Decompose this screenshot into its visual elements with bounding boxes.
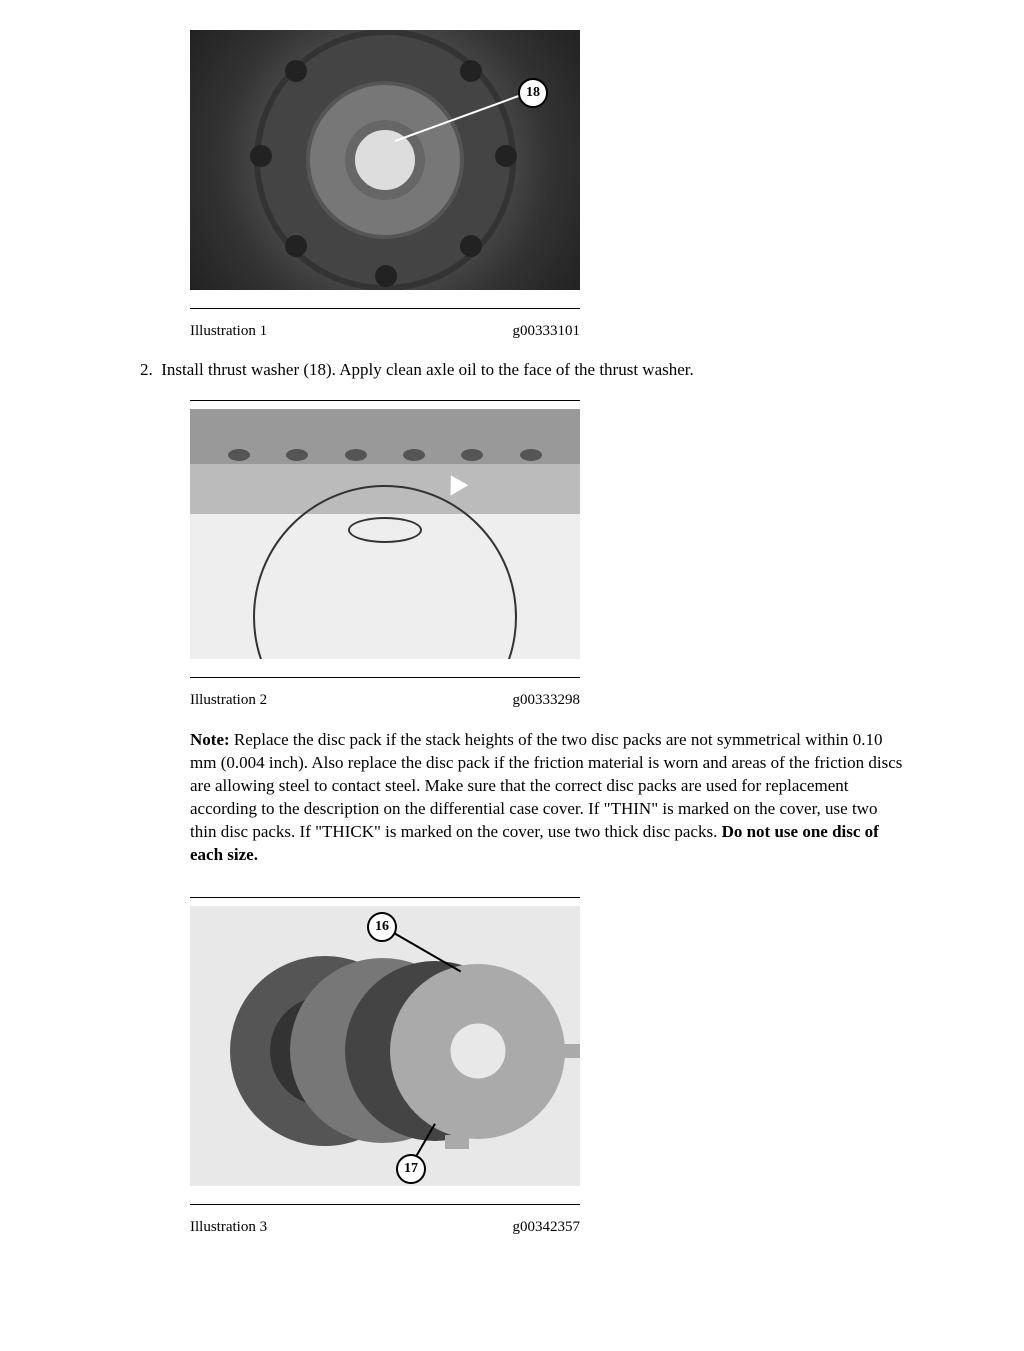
bolt-hole xyxy=(285,235,307,257)
bolt-hole xyxy=(285,60,307,82)
figure-rule xyxy=(190,400,580,401)
bolt xyxy=(403,449,425,461)
disc-4 xyxy=(390,964,565,1139)
figure-rule xyxy=(190,308,580,309)
figure-code: g00333298 xyxy=(513,692,581,709)
callout-label: 17 xyxy=(404,1161,418,1177)
bolt xyxy=(228,449,250,461)
disc-tab xyxy=(445,1135,469,1149)
figure-label: Illustration 2 xyxy=(190,692,267,709)
figure-3: 16 17 Illustration 3 g00342357 xyxy=(190,897,580,1236)
callout-label: 16 xyxy=(375,919,389,935)
figure-2-caption: Illustration 2 g00333298 xyxy=(190,692,580,709)
callout-label: 18 xyxy=(526,85,540,101)
bolt-hole xyxy=(460,60,482,82)
bolt xyxy=(345,449,367,461)
marking-circle xyxy=(253,485,517,659)
bolt-hole xyxy=(375,265,397,287)
figure-label: Illustration 1 xyxy=(190,323,267,340)
figure-rule xyxy=(190,1204,580,1205)
figure-code: g00333101 xyxy=(513,323,581,340)
figure-1-image: 18 xyxy=(190,30,580,290)
bolt xyxy=(461,449,483,461)
step-body: Install thrust washer (18). Apply clean … xyxy=(161,360,694,379)
bolt-hole xyxy=(460,235,482,257)
figure-code: g00342357 xyxy=(513,1219,581,1236)
figure-1-caption: Illustration 1 g00333101 xyxy=(190,323,580,340)
bolt xyxy=(520,449,542,461)
bolt-hole xyxy=(495,145,517,167)
arrow-indicator xyxy=(442,475,468,501)
figure-rule xyxy=(190,677,580,678)
figure-1: 18 Illustration 1 g00333101 xyxy=(190,30,580,340)
figure-3-image: 16 17 xyxy=(190,906,580,1186)
figure-2: Illustration 2 g00333298 xyxy=(190,400,580,709)
figure-label: Illustration 3 xyxy=(190,1219,267,1236)
marking-oval xyxy=(348,517,422,543)
note-paragraph: Note: Replace the disc pack if the stack… xyxy=(190,729,904,867)
note-lead: Note: xyxy=(190,730,230,749)
callout-16: 16 xyxy=(367,912,397,942)
step-2: 2. Install thrust washer (18). Apply cle… xyxy=(140,360,964,380)
bolt xyxy=(286,449,308,461)
figure-2-image xyxy=(190,409,580,659)
callout-18: 18 xyxy=(518,78,548,108)
part-inner-bore xyxy=(345,120,425,200)
step-number: 2. xyxy=(140,360,153,379)
disc-tab xyxy=(559,1044,580,1058)
figure-rule xyxy=(190,897,580,898)
figure-3-caption: Illustration 3 g00342357 xyxy=(190,1219,580,1236)
bolt-row xyxy=(190,449,580,461)
bolt-hole xyxy=(250,145,272,167)
callout-17: 17 xyxy=(396,1154,426,1184)
